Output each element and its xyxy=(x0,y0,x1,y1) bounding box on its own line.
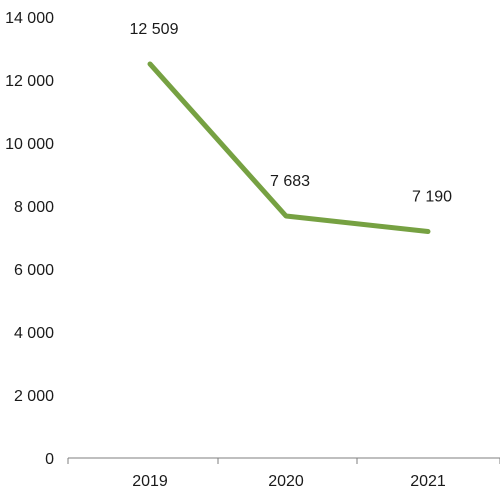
y-tick-label: 12 000 xyxy=(5,73,54,90)
data-label: 7 190 xyxy=(412,189,452,206)
y-tick-label: 4 000 xyxy=(14,325,54,342)
x-tick-label: 2019 xyxy=(132,473,168,490)
data-labels: 12 509 7 683 7 190 xyxy=(130,21,453,206)
x-axis-ticks: 2019 2020 2021 xyxy=(67,458,500,490)
y-tick-label: 0 xyxy=(45,451,54,468)
series-line xyxy=(147,61,431,235)
y-axis-ticks: 0 2 000 4 000 6 000 8 000 10 000 12 000 14 000 xyxy=(5,10,54,468)
y-tick-label: 14 000 xyxy=(5,10,54,27)
y-tick-label: 2 000 xyxy=(14,388,54,405)
x-tick-label: 2020 xyxy=(268,473,304,490)
x-tick-label: 2021 xyxy=(410,473,446,490)
y-tick-label: 8 000 xyxy=(14,199,54,216)
data-label: 7 683 xyxy=(270,173,310,190)
data-label: 12 509 xyxy=(130,21,179,38)
y-tick-label: 6 000 xyxy=(14,262,54,279)
y-tick-label: 10 000 xyxy=(5,136,54,153)
series-group xyxy=(147,61,431,235)
